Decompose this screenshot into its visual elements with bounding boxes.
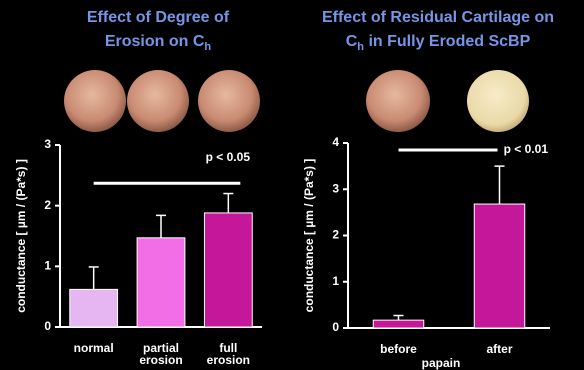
x-tick-label: erosion <box>139 353 182 367</box>
y-axis-label: conductance [ µm / (Pa*s) ] <box>302 159 316 313</box>
y-tick-label: 0 <box>332 320 339 334</box>
title-subscript: h <box>204 41 211 53</box>
significance-label: p < 0.01 <box>504 142 549 156</box>
chart-title: Effect of Degree of <box>87 9 230 26</box>
cartilage-disk <box>198 70 260 132</box>
x-tick-label: before <box>380 342 417 356</box>
y-tick-label: 1 <box>44 259 51 273</box>
bar <box>137 238 185 327</box>
cartilage-disk <box>366 70 430 132</box>
chart-title: Ch in Fully Eroded ScBP <box>346 33 531 53</box>
y-tick-label: 0 <box>44 319 51 333</box>
cartilage-disk <box>467 70 529 132</box>
y-tick-label: 3 <box>332 181 339 195</box>
y-tick-label: 2 <box>44 198 51 212</box>
sample-photos <box>64 70 529 132</box>
chart-title: Effect of Residual Cartilage on <box>322 9 554 26</box>
cartilage-disk <box>64 70 126 132</box>
y-tick-label: 1 <box>332 274 339 288</box>
bar <box>373 320 424 328</box>
y-tick-label: 4 <box>332 135 339 149</box>
x-tick-label: erosion <box>207 353 250 367</box>
x-tick-label: after <box>486 342 512 356</box>
bar <box>474 204 525 328</box>
page: Effect of Degree of Erosion on Ch 0 1 2 3 cond… <box>0 0 584 370</box>
bar <box>70 289 118 327</box>
y-tick-label: 3 <box>44 137 51 151</box>
y-tick-label: 2 <box>332 228 339 242</box>
cartilage-disk <box>127 70 189 132</box>
chart: Effect of Degree of Erosion on Ch 0 1 2 3 cond… <box>0 0 584 370</box>
x-axis-label: papain <box>422 356 461 370</box>
significance-label: p < 0.05 <box>206 150 251 164</box>
chart-title: Erosion on Ch <box>105 33 212 53</box>
x-tick-label: normal <box>74 341 114 355</box>
y-axis-label: conductance [ µm / (Pa*s) ] <box>14 159 28 313</box>
title-suffix: in Fully Eroded ScBP <box>364 33 531 50</box>
bar <box>204 213 252 327</box>
